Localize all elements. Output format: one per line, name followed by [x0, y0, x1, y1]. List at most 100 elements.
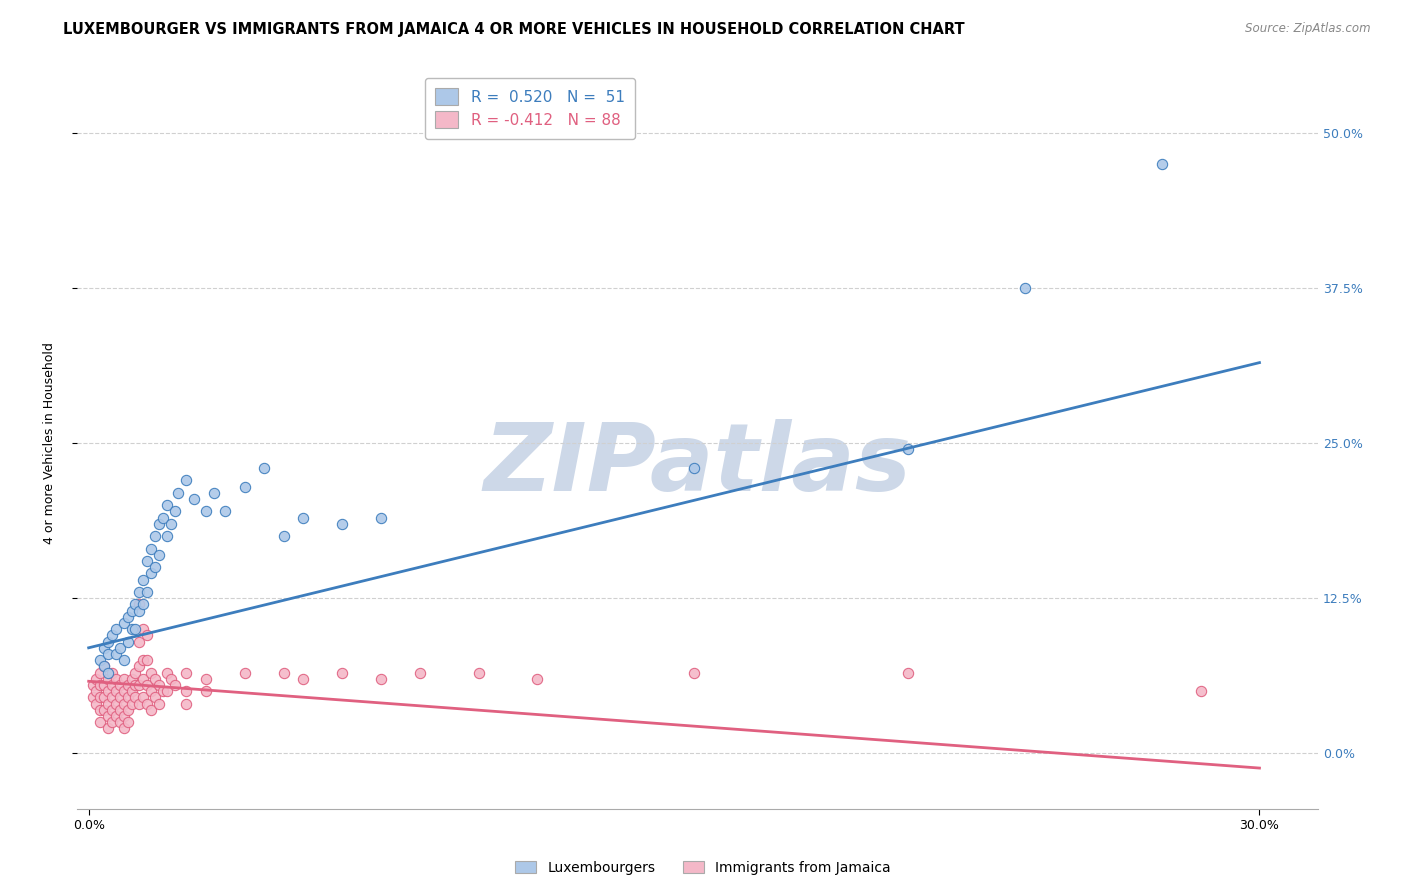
Point: [101, 628, 124, 642]
Point: [82, 690, 104, 705]
Point: [132, 672, 155, 686]
Point: [156, 665, 179, 680]
Point: [139, 665, 162, 680]
Point: [97, 647, 120, 661]
Point: [97, 697, 120, 711]
Point: [468, 665, 491, 680]
Point: [128, 678, 150, 692]
Point: [97, 634, 120, 648]
Point: [136, 585, 159, 599]
Point: [112, 653, 135, 667]
Point: [128, 659, 150, 673]
Point: [112, 709, 135, 723]
Point: [194, 504, 217, 518]
Point: [108, 690, 131, 705]
Point: [136, 554, 159, 568]
Point: [1150, 157, 1173, 171]
Point: [112, 722, 135, 736]
Point: [128, 598, 150, 612]
Point: [897, 665, 920, 680]
Point: [132, 622, 155, 636]
Point: [174, 474, 197, 488]
Point: [330, 665, 353, 680]
Point: [167, 485, 190, 500]
Point: [117, 634, 139, 648]
Point: [104, 672, 127, 686]
Text: ZIPatlas: ZIPatlas: [484, 419, 911, 511]
Point: [159, 672, 181, 686]
Point: [143, 690, 166, 705]
Point: [128, 697, 150, 711]
Point: [93, 659, 115, 673]
Point: [526, 672, 548, 686]
Point: [163, 504, 186, 518]
Point: [104, 647, 127, 661]
Point: [82, 678, 104, 692]
Point: [93, 678, 115, 692]
Point: [124, 598, 146, 612]
Point: [93, 659, 115, 673]
Point: [124, 622, 146, 636]
Point: [121, 622, 143, 636]
Point: [174, 684, 197, 698]
Point: [117, 678, 139, 692]
Point: [156, 498, 179, 512]
Point: [148, 548, 170, 562]
Point: [112, 672, 135, 686]
Point: [86, 684, 108, 698]
Point: [89, 665, 111, 680]
Point: [136, 697, 159, 711]
Point: [194, 672, 217, 686]
Point: [1189, 684, 1212, 698]
Point: [112, 697, 135, 711]
Point: [89, 653, 111, 667]
Point: [897, 442, 920, 457]
Point: [148, 516, 170, 531]
Point: [112, 684, 135, 698]
Point: [148, 678, 170, 692]
Point: [330, 516, 353, 531]
Point: [101, 703, 124, 717]
Point: [89, 715, 111, 730]
Point: [128, 604, 150, 618]
Point: [97, 665, 120, 680]
Point: [682, 665, 704, 680]
Point: [174, 665, 197, 680]
Point: [86, 672, 108, 686]
Point: [136, 678, 159, 692]
Point: [253, 461, 276, 475]
Point: [108, 715, 131, 730]
Point: [89, 678, 111, 692]
Point: [159, 516, 181, 531]
Point: [93, 640, 115, 655]
Point: [101, 715, 124, 730]
Point: [124, 690, 146, 705]
Point: [112, 615, 135, 630]
Point: [93, 703, 115, 717]
Legend: Luxembourgers, Immigrants from Jamaica: Luxembourgers, Immigrants from Jamaica: [510, 855, 896, 880]
Point: [97, 722, 120, 736]
Point: [370, 672, 392, 686]
Point: [89, 703, 111, 717]
Point: [370, 510, 392, 524]
Point: [124, 665, 146, 680]
Point: [121, 697, 143, 711]
Point: [101, 678, 124, 692]
Point: [132, 573, 155, 587]
Point: [292, 510, 315, 524]
Point: [89, 690, 111, 705]
Point: [104, 622, 127, 636]
Point: [97, 709, 120, 723]
Y-axis label: 4 or more Vehicles in Household: 4 or more Vehicles in Household: [44, 343, 56, 544]
Point: [108, 678, 131, 692]
Point: [101, 665, 124, 680]
Point: [273, 665, 295, 680]
Point: [136, 628, 159, 642]
Point: [124, 678, 146, 692]
Point: [139, 684, 162, 698]
Point: [121, 672, 143, 686]
Point: [292, 672, 315, 686]
Point: [117, 703, 139, 717]
Point: [174, 697, 197, 711]
Point: [101, 690, 124, 705]
